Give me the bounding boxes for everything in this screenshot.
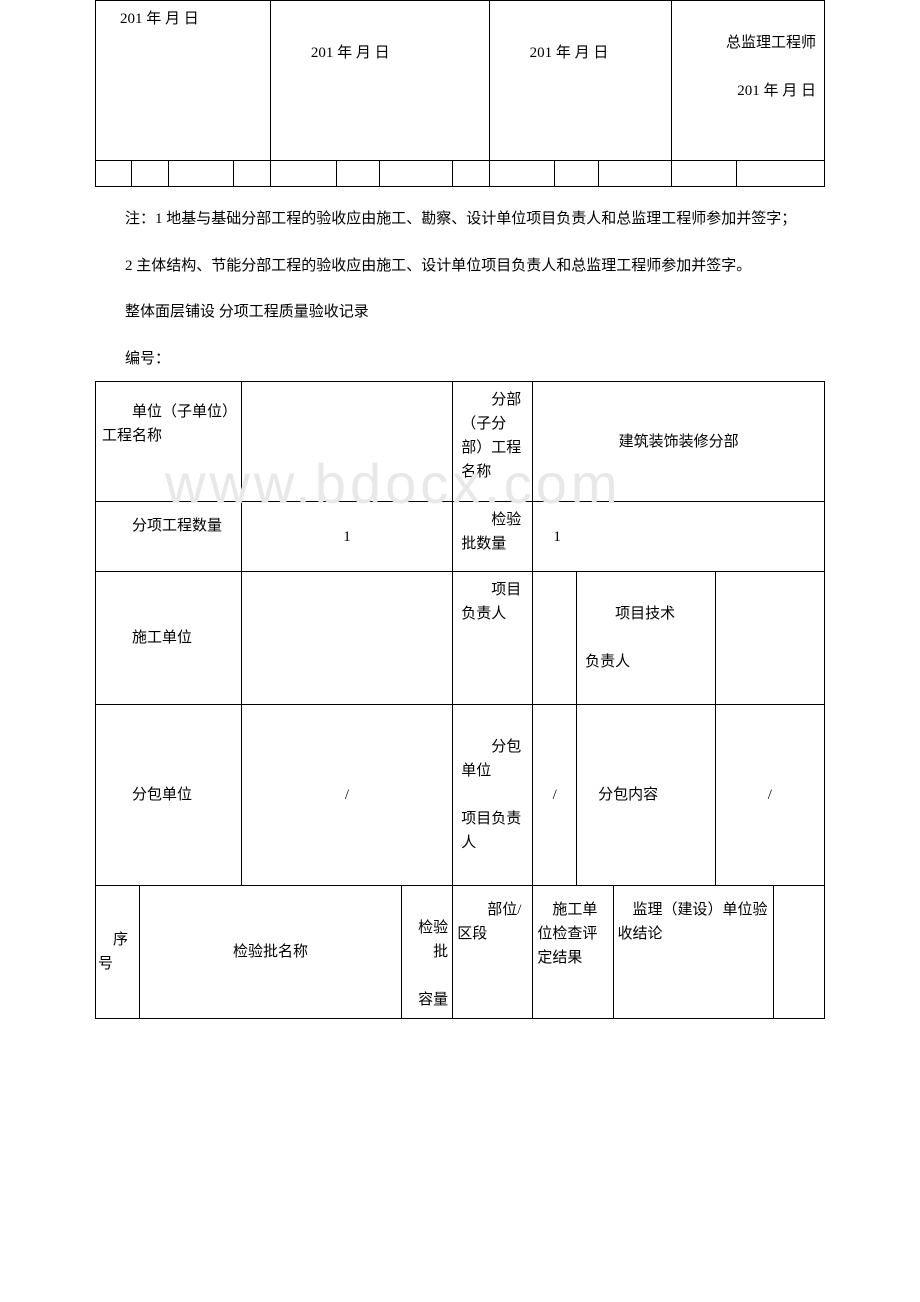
t2-r4c4: /	[533, 705, 577, 886]
t2-r3c3: 项目负责人	[453, 572, 533, 705]
t2-r5c2: 检验批名称	[139, 886, 401, 1019]
t2-r3c1: 施工单位	[96, 572, 242, 705]
empty-cell	[555, 161, 599, 187]
header-batch-name: 检验批名称	[233, 944, 308, 960]
header-construction-result: 施工单位检查评定结果	[537, 902, 597, 966]
t2-r1c2	[241, 382, 452, 502]
empty-cell	[453, 161, 489, 187]
header-batch-capacity: 检验批 容量	[418, 920, 448, 1008]
sig-cell-3: 201 年 月 日	[489, 1, 671, 161]
sig-cell-2: 201 年 月 日	[270, 1, 489, 161]
t2-r4c6: /	[715, 705, 824, 886]
label-project-leader: 项目负责人	[461, 582, 521, 622]
inspection-record-table: 单位（子单位）工程名称 分部（子分部）工程名称 建筑装饰装修分部 分项	[95, 381, 825, 1019]
t2-r4c3: 分包单位 项目负责人	[453, 705, 533, 886]
empty-cell	[96, 161, 132, 187]
t2-r3c2	[241, 572, 452, 705]
empty-cell	[671, 161, 737, 187]
empty-cell	[489, 161, 555, 187]
t2-r5c6: 监理（建设）单位验收结论	[613, 886, 773, 1019]
label-subcontract-unit: 分包单位	[132, 787, 192, 803]
t2-r4c1: 分包单位	[96, 705, 242, 886]
label-unit-project-name: 单位（子单位）工程名称	[102, 404, 230, 444]
section-heading: 整体面层铺设 分项工程质量验收记录	[95, 298, 825, 327]
header-seq: 序号	[98, 932, 128, 972]
t2-r5c5: 施工单位检查评定结果	[533, 886, 613, 1019]
label-subsection-name: 分部（子分部）工程名称	[461, 392, 521, 480]
t2-r1c3: 分部（子分部）工程名称	[453, 382, 533, 502]
label-subcontract-content: 分包内容	[598, 787, 658, 803]
value-subcontract-leader: /	[553, 787, 557, 803]
t2-r2c4: 1	[533, 502, 825, 572]
note-2: 2 主体结构、节能分部工程的验收应由施工、设计单位项目负责人和总监理工程师参加并…	[95, 252, 825, 281]
label-subcontract-leader: 分包单位 项目负责人	[461, 739, 521, 851]
t2-r4c5: 分包内容	[577, 705, 715, 886]
empty-cell	[598, 161, 671, 187]
sig-supervisor: 总监理工程师 201 年 月 日	[726, 35, 816, 99]
sig-date-1: 201 年 月 日	[120, 11, 199, 27]
t2-r3c4	[533, 572, 577, 705]
value-subcontract-unit: /	[345, 787, 349, 803]
empty-cell	[132, 161, 168, 187]
sig-cell-4: 总监理工程师 201 年 月 日	[671, 1, 824, 161]
t2-r4c2: /	[241, 705, 452, 886]
numbering-label: 编号：	[95, 345, 825, 374]
empty-cell	[234, 161, 270, 187]
value-subcontract-content: /	[768, 787, 772, 803]
note-1: 注：1 地基与基础分部工程的验收应由施工、勘察、设计单位项目负责人和总监理工程师…	[95, 205, 825, 234]
t2-r1c1: 单位（子单位）工程名称	[96, 382, 242, 502]
header-location: 部位/区段	[457, 902, 521, 942]
t2-r3c5: 项目技术 负责人	[577, 572, 715, 705]
t2-r5c3: 检验批 容量	[402, 886, 453, 1019]
header-supervision-result: 监理（建设）单位验收结论	[618, 902, 768, 942]
value-batch-count: 1	[553, 529, 561, 545]
t2-r2c1: 分项工程数量	[96, 502, 242, 572]
empty-cell	[380, 161, 453, 187]
t2-r5c4: 部位/区段	[453, 886, 533, 1019]
sig-date-2: 201 年 月 日	[311, 45, 390, 61]
label-subitem-count: 分项工程数量	[132, 518, 222, 534]
label-tech-leader: 项目技术 负责人	[585, 606, 675, 670]
empty-cell	[737, 161, 825, 187]
sig-cell-1: 201 年 月 日	[96, 1, 271, 161]
empty-cell	[336, 161, 380, 187]
sig-date-3: 201 年 月 日	[530, 45, 609, 61]
label-batch-count: 检验批数量	[461, 512, 521, 552]
empty-cell	[168, 161, 234, 187]
value-subitem-count: 1	[343, 529, 351, 545]
signature-table: 201 年 月 日 201 年 月 日 201 年 月 日 总监理工程师 201…	[95, 0, 825, 187]
t2-r2c3: 检验批数量	[453, 502, 533, 572]
t2-r2c2: 1	[241, 502, 452, 572]
t2-r3c6	[715, 572, 824, 705]
t2-r5c1: 序号	[96, 886, 140, 1019]
value-subsection-name: 建筑装饰装修分部	[619, 434, 739, 450]
t2-r1c4: 建筑装饰装修分部	[533, 382, 825, 502]
label-construction-unit: 施工单位	[132, 630, 192, 646]
empty-cell	[270, 161, 336, 187]
t2-r5c7	[773, 886, 824, 1019]
